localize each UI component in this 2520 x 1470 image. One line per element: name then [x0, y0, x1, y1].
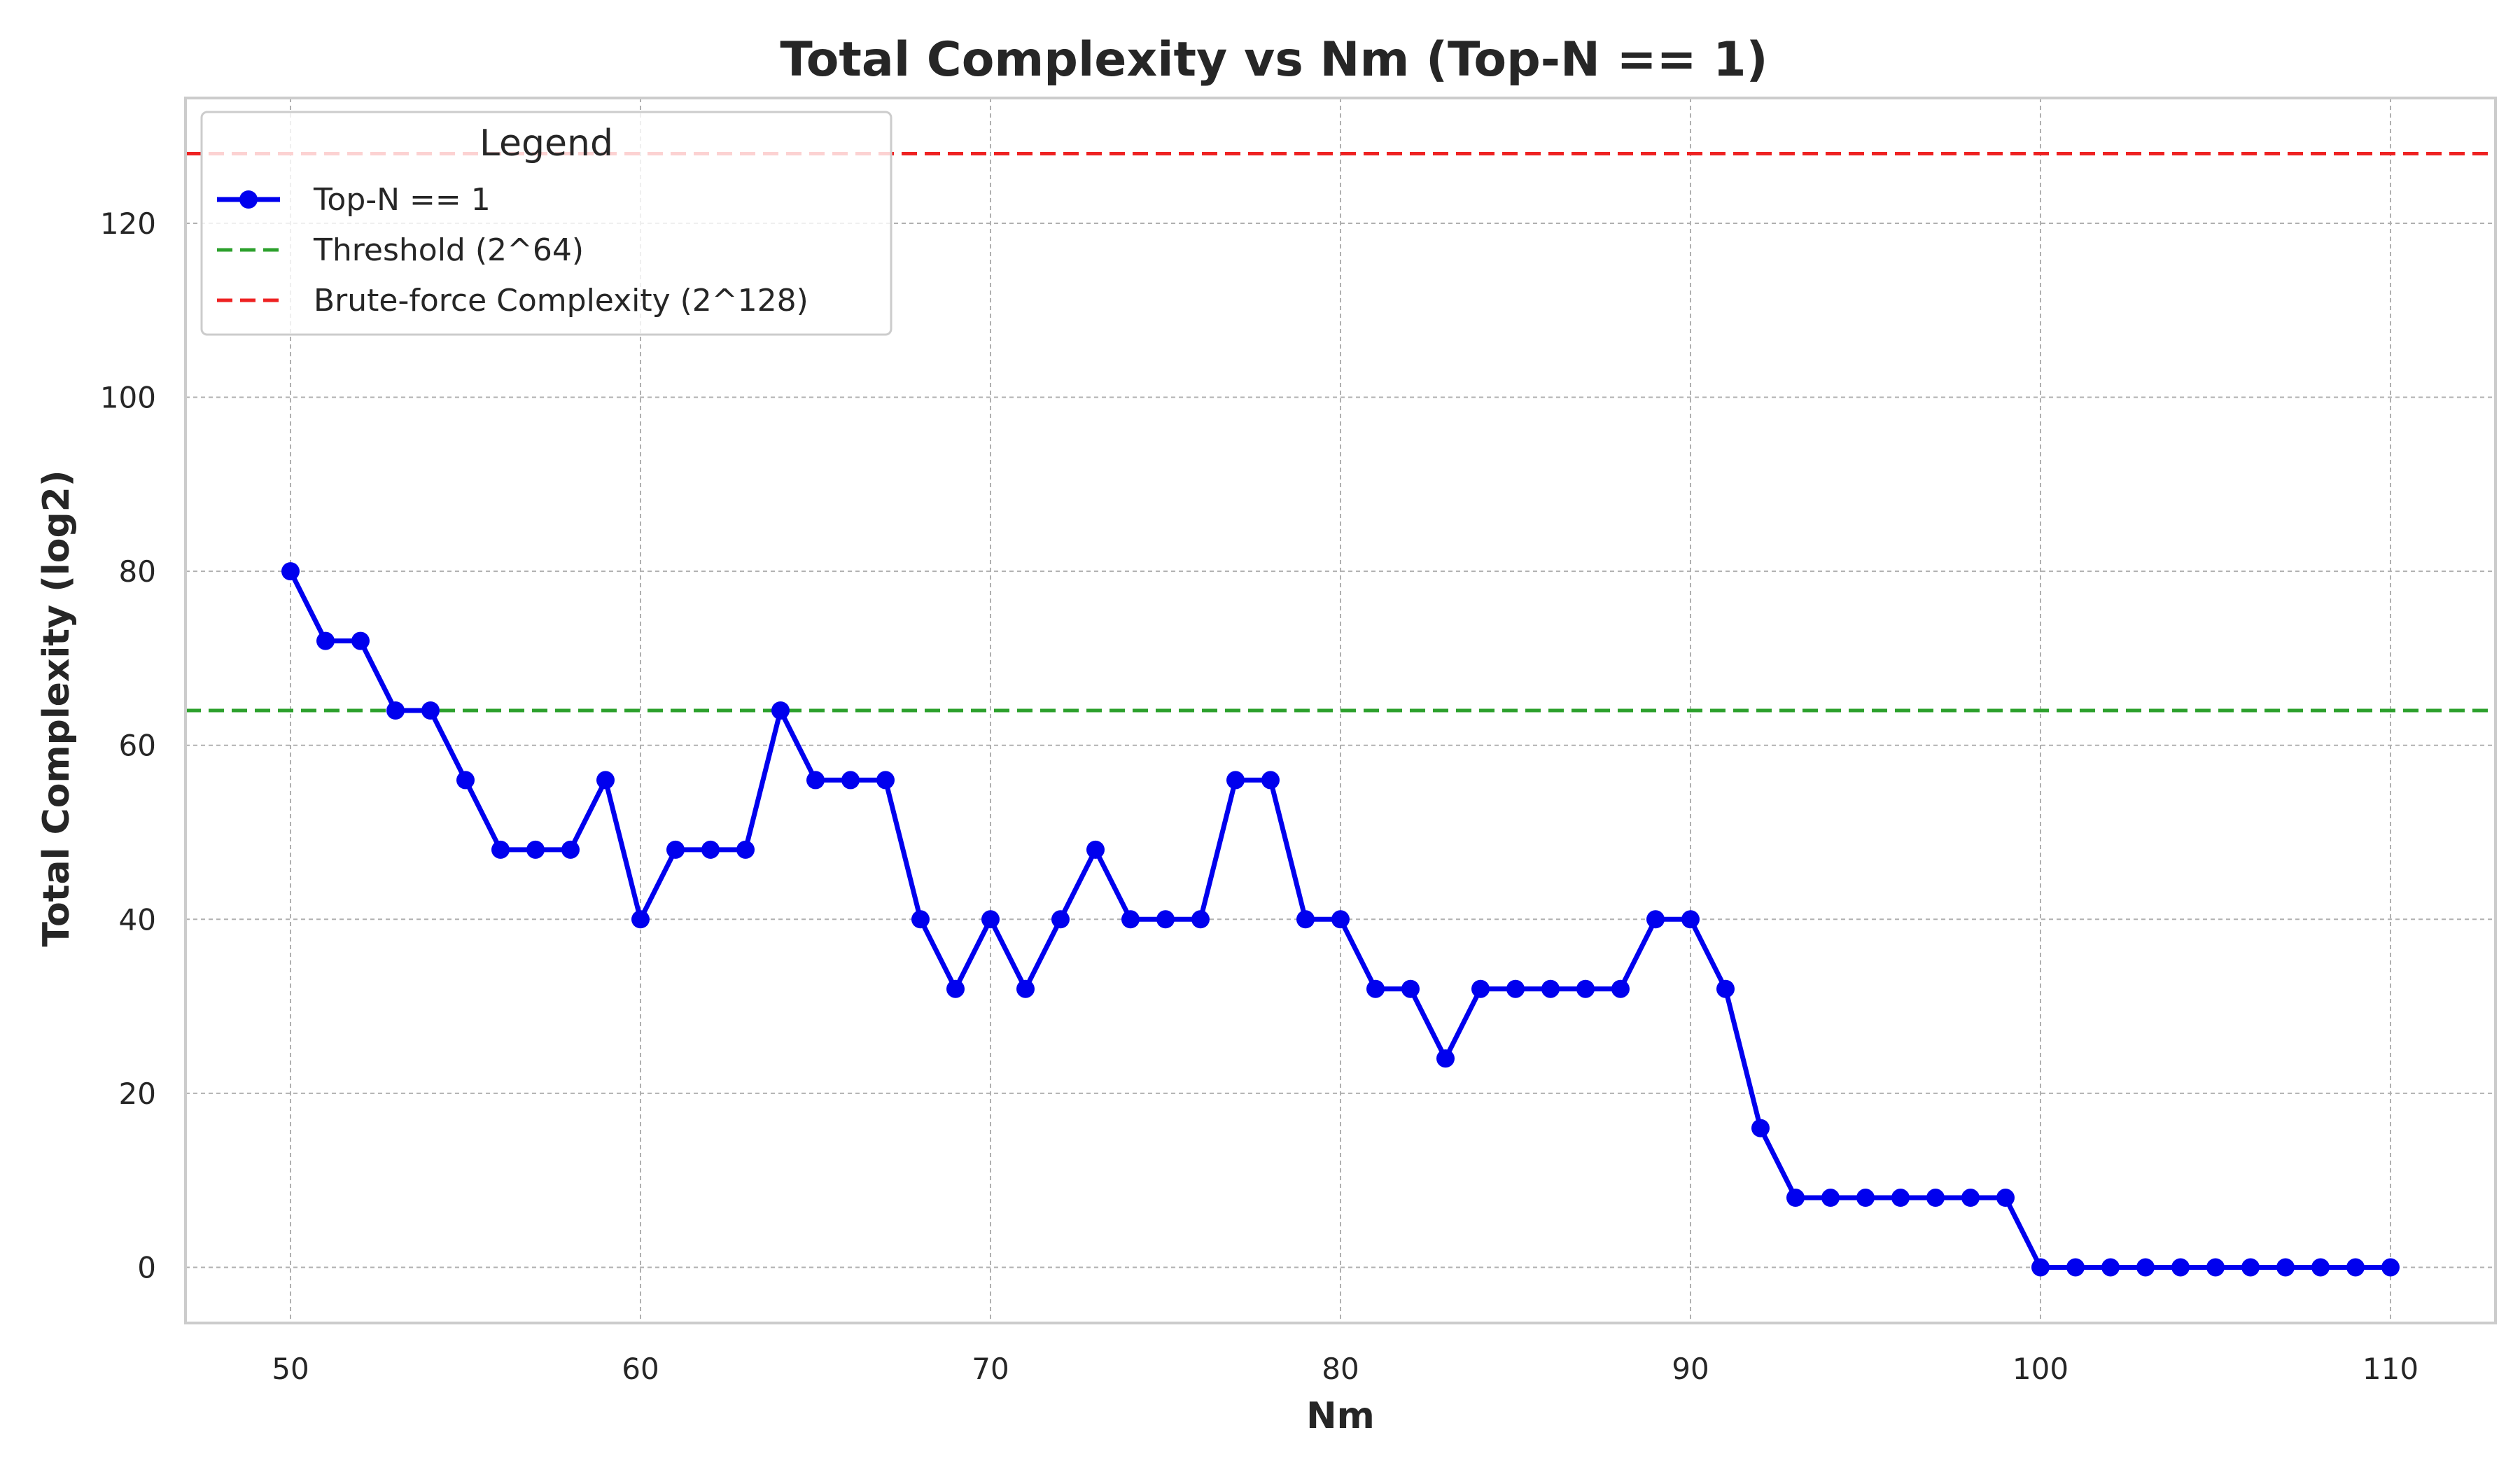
data-point	[1786, 1189, 1805, 1208]
x-tick-label: 60	[622, 1352, 659, 1386]
data-point	[1891, 1189, 1910, 1208]
data-point	[1576, 979, 1595, 998]
data-point	[771, 701, 790, 720]
data-point	[1611, 979, 1630, 998]
data-point	[2206, 1258, 2225, 1277]
data-point	[631, 910, 650, 929]
data-point	[1506, 979, 1525, 998]
data-point	[1016, 979, 1035, 998]
data-point	[386, 701, 405, 720]
data-point	[1716, 979, 1735, 998]
plot-frame	[184, 97, 2497, 1324]
x-tick-label: 50	[272, 1352, 309, 1386]
data-point	[2346, 1258, 2365, 1277]
data-point	[1051, 910, 1070, 929]
data-point	[2136, 1258, 2155, 1277]
data-point	[1961, 1189, 1980, 1208]
legend-label: Top-N == 1	[313, 182, 491, 218]
data-point	[1226, 771, 1245, 790]
x-axis-label: Nm	[1306, 1395, 1375, 1437]
data-point	[806, 771, 825, 790]
data-point	[1541, 979, 1560, 998]
data-point	[491, 840, 510, 859]
x-tick-label: 80	[1322, 1352, 1359, 1386]
data-point	[316, 631, 335, 650]
x-tick-label: 100	[2012, 1352, 2068, 1386]
y-tick-label: 120	[100, 206, 156, 241]
data-point	[2101, 1258, 2120, 1277]
data-point	[351, 631, 370, 650]
data-point	[1121, 910, 1140, 929]
y-tick-label: 80	[119, 554, 156, 589]
chart-title: Total Complexity vs Nm (Top-N == 1)	[780, 32, 1768, 88]
data-point	[981, 910, 1000, 929]
data-point	[2311, 1258, 2330, 1277]
data-point	[1996, 1189, 2015, 1208]
y-tick-label: 20	[119, 1077, 156, 1111]
data-point	[561, 840, 580, 859]
y-tick-label: 60	[119, 729, 156, 763]
data-point	[876, 771, 895, 790]
legend-box	[200, 111, 892, 336]
data-point	[1156, 910, 1175, 929]
data-point	[2241, 1258, 2260, 1277]
legend-marker	[239, 190, 258, 209]
data-point	[1646, 910, 1665, 929]
data-point	[1401, 979, 1420, 998]
legend: Legend Top-N == 1 Threshold (2^64) Brute-fo…	[200, 111, 892, 336]
x-tick-label: 110	[2362, 1352, 2418, 1386]
data-point	[2171, 1258, 2190, 1277]
data-point	[2276, 1258, 2295, 1277]
data-point	[701, 840, 720, 859]
data-point	[2066, 1258, 2085, 1277]
data-point	[841, 771, 860, 790]
data-point	[1331, 910, 1350, 929]
legend-entry: Brute-force Complexity (2^128)	[217, 283, 808, 318]
data-point	[911, 910, 930, 929]
data-point	[596, 771, 615, 790]
data-point	[1471, 979, 1490, 998]
data-point	[1191, 910, 1210, 929]
y-axis-label: Total Complexity (log2)	[36, 470, 78, 946]
x-tick-label: 70	[972, 1352, 1009, 1386]
series-layer	[281, 562, 2400, 1277]
data-point	[1366, 979, 1385, 998]
data-point	[1086, 840, 1105, 859]
data-point	[1926, 1189, 1945, 1208]
data-point	[1751, 1119, 1770, 1138]
data-point	[666, 840, 685, 859]
data-point	[946, 979, 965, 998]
legend-title: Legend	[479, 122, 613, 164]
data-point	[1436, 1049, 1455, 1068]
legend-label: Brute-force Complexity (2^128)	[314, 283, 808, 318]
data-point	[1261, 771, 1280, 790]
data-point	[2381, 1258, 2400, 1277]
y-axis-ticks: 0 20 40 60 80 100 120	[100, 206, 156, 1284]
data-point	[736, 840, 755, 859]
y-tick-label: 0	[137, 1250, 156, 1284]
data-point	[526, 840, 545, 859]
legend-entry: Threshold (2^64)	[217, 232, 584, 268]
data-point	[456, 771, 475, 790]
data-point	[1681, 910, 1700, 929]
x-axis-ticks: 50 60 70 80 90 100 110	[272, 1352, 2418, 1386]
data-point	[1296, 910, 1315, 929]
legend-label: Threshold (2^64)	[313, 232, 584, 268]
data-point	[2031, 1258, 2050, 1277]
data-point	[421, 701, 440, 720]
data-point	[281, 562, 300, 581]
x-tick-label: 90	[1672, 1352, 1709, 1386]
y-tick-label: 40	[119, 902, 156, 937]
data-point	[1856, 1189, 1875, 1208]
data-point	[1821, 1189, 1840, 1208]
y-tick-label: 100	[100, 381, 156, 415]
legend-entry: Top-N == 1	[217, 182, 491, 218]
